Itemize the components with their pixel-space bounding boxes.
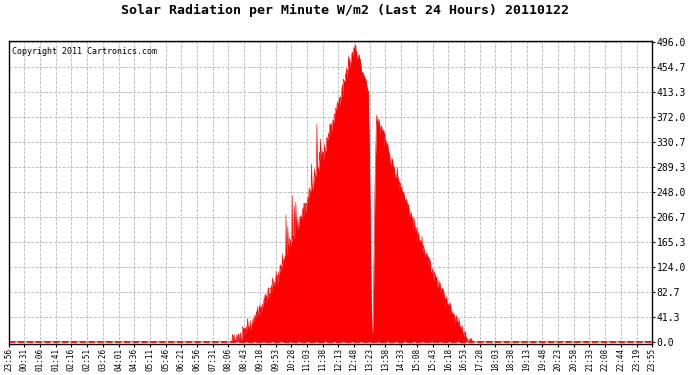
Text: Solar Radiation per Minute W/m2 (Last 24 Hours) 20110122: Solar Radiation per Minute W/m2 (Last 24… xyxy=(121,4,569,17)
Text: Copyright 2011 Cartronics.com: Copyright 2011 Cartronics.com xyxy=(12,46,157,56)
